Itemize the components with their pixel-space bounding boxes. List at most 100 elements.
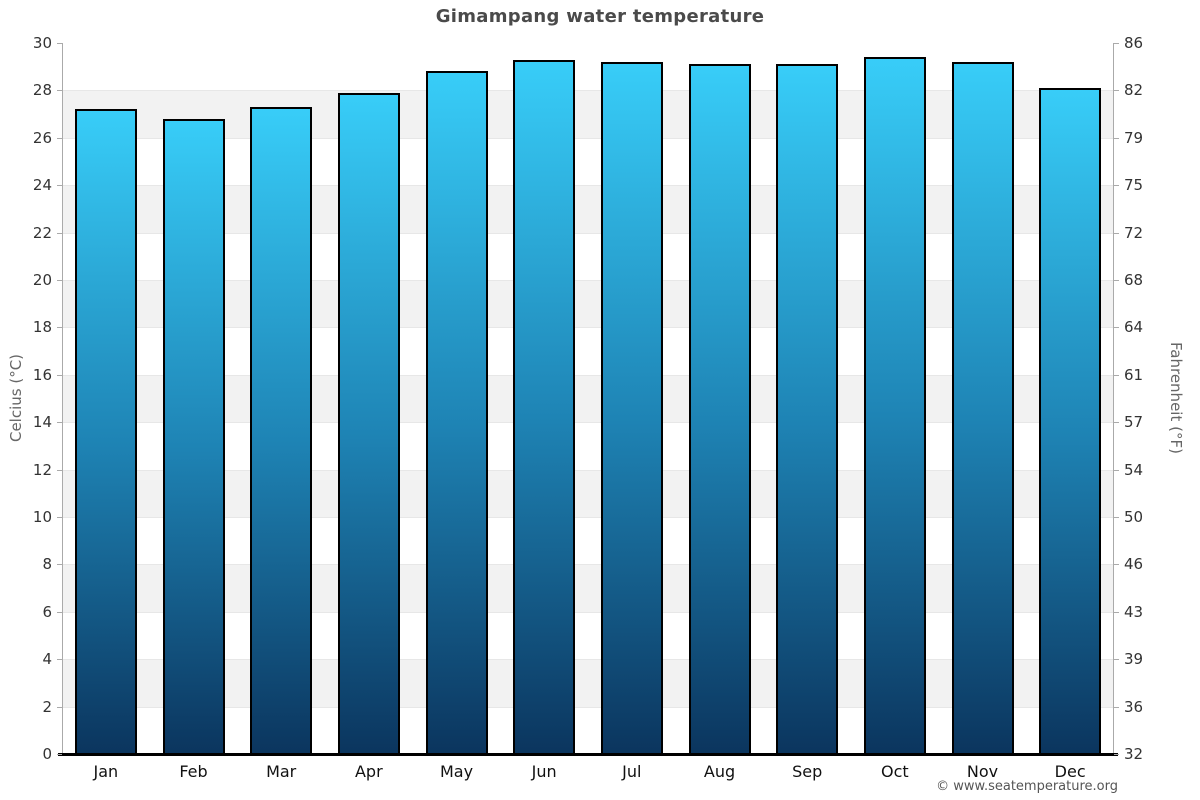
tick-mark-right — [1114, 137, 1119, 139]
y-tick-fahrenheit-86: 86 — [1124, 34, 1144, 52]
y-tick-celsius-26: 26 — [32, 128, 52, 147]
y-tick-fahrenheit-39: 39 — [1124, 650, 1144, 669]
y-tick-fahrenheit-64: 64 — [1124, 318, 1144, 337]
chart-title: Gimampang water temperature — [435, 6, 765, 27]
y-tick-celsius-18: 18 — [32, 318, 52, 337]
grid-band — [62, 43, 1114, 91]
y-tick-fahrenheit-82: 82 — [1124, 81, 1144, 100]
bar-aug — [688, 64, 751, 754]
tick-mark-right — [1114, 517, 1119, 518]
grid-band — [62, 90, 1114, 138]
tick-mark-left — [57, 469, 62, 471]
tick-mark-right — [1114, 611, 1119, 613]
x-tick-dec: Dec — [1054, 762, 1086, 781]
bar-mar — [250, 107, 313, 754]
bar-dec — [1039, 88, 1102, 754]
y-tick-celsius-2: 2 — [42, 697, 52, 716]
bar-oct — [863, 57, 926, 754]
x-tick-oct: Oct — [880, 762, 909, 781]
tick-mark-right — [1114, 422, 1119, 424]
tick-mark-left — [57, 185, 62, 187]
tick-mark-left — [57, 422, 62, 424]
y-tick-fahrenheit-68: 68 — [1124, 271, 1144, 289]
y-tick-celsius-28: 28 — [32, 81, 52, 100]
tick-mark-left — [57, 137, 62, 139]
tick-mark-right — [1114, 564, 1119, 566]
y-tick-celsius-10: 10 — [32, 508, 52, 526]
x-tick-feb: Feb — [179, 762, 208, 781]
grid-band — [62, 137, 1114, 186]
tick-mark-left — [57, 611, 62, 613]
tick-mark-right — [1114, 90, 1119, 92]
tick-mark-left — [57, 706, 62, 708]
tick-mark-left — [57, 327, 62, 329]
y-tick-celsius-6: 6 — [42, 602, 52, 621]
y-tick-celsius-14: 14 — [32, 413, 52, 432]
tick-mark-right — [1114, 374, 1119, 376]
y-tick-celsius-12: 12 — [32, 460, 52, 479]
y-tick-celsius-16: 16 — [32, 365, 52, 384]
y-tick-celsius-0: 0 — [42, 745, 52, 763]
bar-jul — [600, 61, 663, 754]
y-tick-fahrenheit-46: 46 — [1124, 555, 1144, 574]
y-tick-fahrenheit-32: 32 — [1124, 745, 1144, 763]
y-tick-fahrenheit-72: 72 — [1124, 223, 1144, 242]
y-tick-fahrenheit-79: 79 — [1124, 128, 1144, 147]
grid-band — [62, 422, 1114, 470]
grid-band — [62, 327, 1114, 375]
grid-band — [62, 469, 1114, 517]
y-tick-celsius-24: 24 — [32, 176, 52, 195]
x-tick-jan: Jan — [93, 762, 119, 781]
tick-mark-left — [57, 232, 62, 234]
grid-band — [62, 374, 1114, 423]
tick-mark-left — [57, 374, 62, 376]
x-tick-jun: Jun — [531, 762, 557, 781]
plot-area — [58, 43, 1118, 756]
tick-mark-left — [57, 754, 62, 755]
grid-band — [62, 232, 1114, 280]
y-tick-celsius-8: 8 — [42, 555, 52, 574]
bar-apr — [337, 92, 400, 754]
y-axis-line-right — [1113, 43, 1114, 754]
tick-mark-right — [1114, 327, 1119, 329]
tick-mark-left — [57, 659, 62, 661]
tick-mark-left — [57, 90, 62, 92]
y-tick-fahrenheit-43: 43 — [1124, 602, 1144, 621]
y-tick-fahrenheit-75: 75 — [1124, 176, 1144, 195]
grid-band — [62, 185, 1114, 233]
grid-band — [62, 280, 1114, 328]
y-tick-celsius-22: 22 — [32, 223, 52, 242]
y-axis-line-left — [62, 43, 63, 754]
y-tick-celsius-4: 4 — [42, 650, 52, 669]
tick-mark-left — [57, 517, 62, 518]
y-tick-fahrenheit-57: 57 — [1124, 413, 1144, 432]
grid-band — [62, 659, 1114, 707]
tick-mark-right — [1114, 232, 1119, 234]
grid-band — [62, 611, 1114, 660]
x-tick-mar: Mar — [266, 762, 297, 781]
y-tick-celsius-30: 30 — [32, 34, 52, 52]
y-tick-celsius-20: 20 — [32, 271, 52, 289]
x-tick-may: May — [439, 762, 474, 781]
tick-mark-right — [1114, 43, 1119, 44]
bar-sep — [776, 64, 839, 754]
y-axis-title-fahrenheit: Fahrenheit (°F) — [1167, 342, 1185, 454]
tick-mark-right — [1114, 469, 1119, 471]
y-tick-fahrenheit-36: 36 — [1124, 697, 1144, 716]
x-tick-nov: Nov — [966, 762, 999, 781]
x-tick-jul: Jul — [622, 762, 642, 781]
tick-mark-right — [1114, 754, 1119, 755]
tick-mark-right — [1114, 659, 1119, 661]
bar-may — [425, 71, 488, 754]
x-tick-apr: Apr — [354, 762, 383, 781]
tick-mark-left — [57, 280, 62, 281]
y-tick-fahrenheit-50: 50 — [1124, 508, 1144, 526]
grid-band — [62, 706, 1114, 754]
copyright-credit: © www.seatemperature.org — [936, 779, 1118, 794]
y-tick-fahrenheit-61: 61 — [1124, 365, 1144, 384]
grid-band — [62, 517, 1114, 565]
tick-mark-right — [1114, 185, 1119, 187]
x-axis-baseline — [58, 753, 1118, 756]
x-tick-aug: Aug — [703, 762, 736, 781]
